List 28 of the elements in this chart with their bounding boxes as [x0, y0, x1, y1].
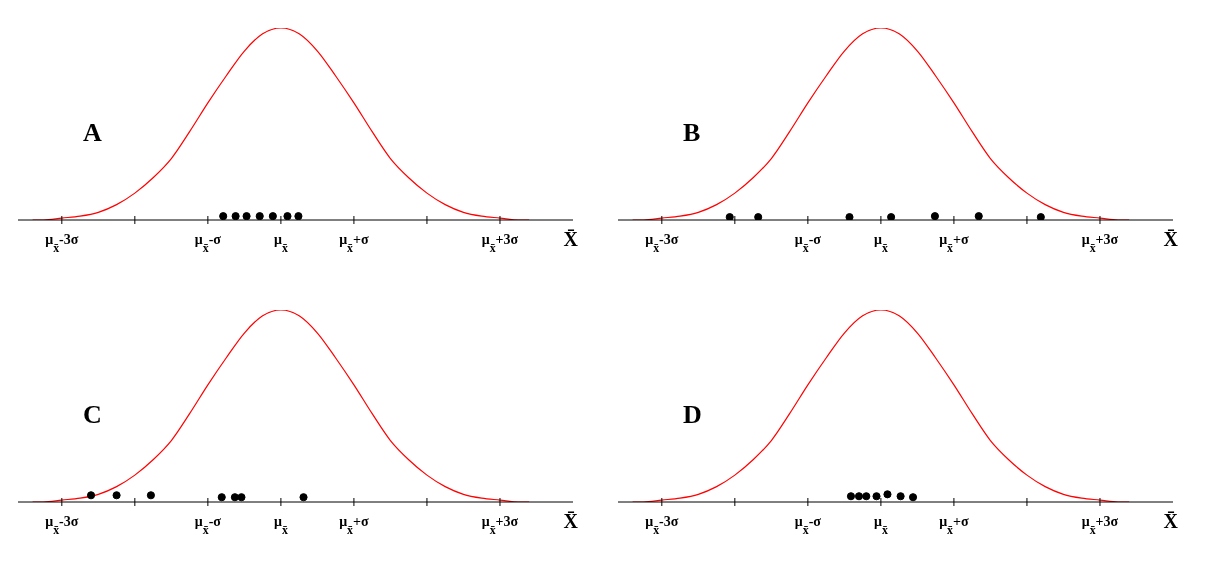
text: B	[683, 118, 701, 148]
x-tick-label: μ$_{x̄}$+σ	[939, 232, 970, 256]
x-tick-label: μ$_{x̄}$+3σ	[481, 232, 519, 256]
x-axis-title: X̄	[1163, 510, 1179, 532]
x-tick-label: μ$_{x̄}$-3σ	[45, 514, 79, 538]
x-tick-label: μ$_{x̄}$	[273, 514, 288, 538]
text: C	[83, 400, 102, 430]
x-axis-title: X̄	[563, 510, 579, 532]
x-tick-label: μ$_{x̄}$-3σ	[645, 514, 679, 538]
text: D	[683, 400, 702, 430]
x-tick-label: μ$_{x̄}$	[873, 514, 888, 538]
x-tick-label: μ$_{x̄}$+3σ	[481, 514, 519, 538]
x-axis-title: X̄	[1163, 228, 1179, 250]
x-tick-label: μ$_{x̄}$+σ	[939, 514, 970, 538]
x-tick-label: μ$_{x̄}$-σ	[794, 514, 822, 538]
x-tick-label: μ$_{x̄}$-σ	[794, 232, 822, 256]
x-tick-label: μ$_{x̄}$	[273, 232, 288, 256]
x-axis-title: X̄	[563, 228, 579, 250]
x-tick-label: μ$_{x̄}$-σ	[194, 232, 222, 256]
x-tick-label: μ$_{x̄}$+3σ	[1081, 232, 1119, 256]
x-tick-label: μ$_{x̄}$-σ	[194, 514, 222, 538]
x-tick-label: μ$_{x̄}$-3σ	[45, 232, 79, 256]
x-tick-label: μ$_{x̄}$+3σ	[1081, 514, 1119, 538]
text: A	[83, 118, 102, 148]
x-tick-label: μ$_{x̄}$+σ	[339, 232, 370, 256]
x-tick-label: μ$_{x̄}$+σ	[339, 514, 370, 538]
x-tick-label: μ$_{x̄}$	[873, 232, 888, 256]
x-tick-label: μ$_{x̄}$-3σ	[645, 232, 679, 256]
